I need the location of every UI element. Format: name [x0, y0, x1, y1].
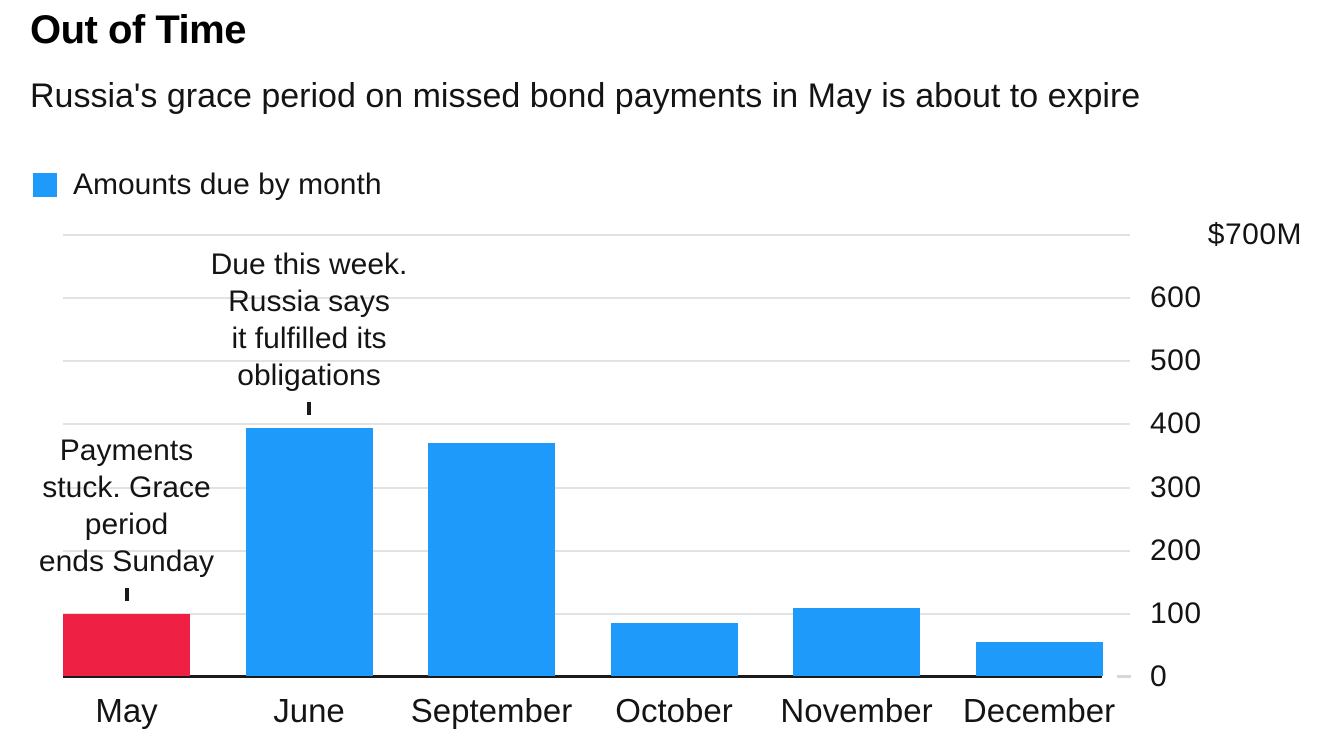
gridline-500 [63, 360, 1130, 363]
chart-subtitle: Russia's grace period on missed bond pay… [30, 77, 1141, 115]
bar-november[interactable] [793, 607, 920, 676]
x-axis-line [63, 675, 1102, 678]
x-label-may: May [95, 692, 158, 729]
bar-october[interactable] [610, 623, 738, 676]
bar-june[interactable] [245, 427, 373, 676]
chart-title: Out of Time [30, 8, 246, 52]
gridline-100 [63, 612, 1130, 615]
gridline-200 [63, 549, 1130, 552]
bar-may[interactable] [63, 613, 190, 676]
gridline-700 [63, 234, 1130, 236]
x-label-october: October [615, 692, 733, 729]
legend-label: Amounts due by month [73, 168, 382, 201]
annotation-may: Payments stuck. Grace period ends Sunday [38, 433, 215, 578]
annotation-june: Due this week. Russia says it fulfilled … [210, 247, 408, 392]
y-label-200: 200 [1150, 533, 1202, 567]
gridline-400 [63, 423, 1130, 426]
x-label-november: November [780, 692, 933, 729]
y-label-300: 300 [1150, 470, 1202, 504]
bar-september[interactable] [428, 443, 555, 676]
legend-square-icon [33, 173, 57, 197]
x-label-september: September [410, 692, 573, 729]
legend: Amounts due by month [33, 168, 382, 202]
y-label-700: $700M [1207, 218, 1302, 251]
zero-tick-dash [1117, 675, 1131, 678]
annotation-pointer-june [307, 401, 311, 415]
gridline-300 [63, 486, 1130, 489]
y-label-0: 0 [1150, 660, 1168, 693]
y-label-500: 500 [1150, 344, 1202, 378]
x-label-june: June [273, 692, 345, 729]
annotation-pointer-may [124, 587, 129, 601]
x-label-december: December [962, 692, 1116, 729]
y-label-400: 400 [1150, 407, 1202, 441]
y-label-600: 600 [1150, 281, 1202, 315]
bar-december[interactable] [975, 642, 1103, 676]
y-label-100: 100 [1150, 596, 1202, 630]
gridline-600 [63, 297, 1130, 300]
